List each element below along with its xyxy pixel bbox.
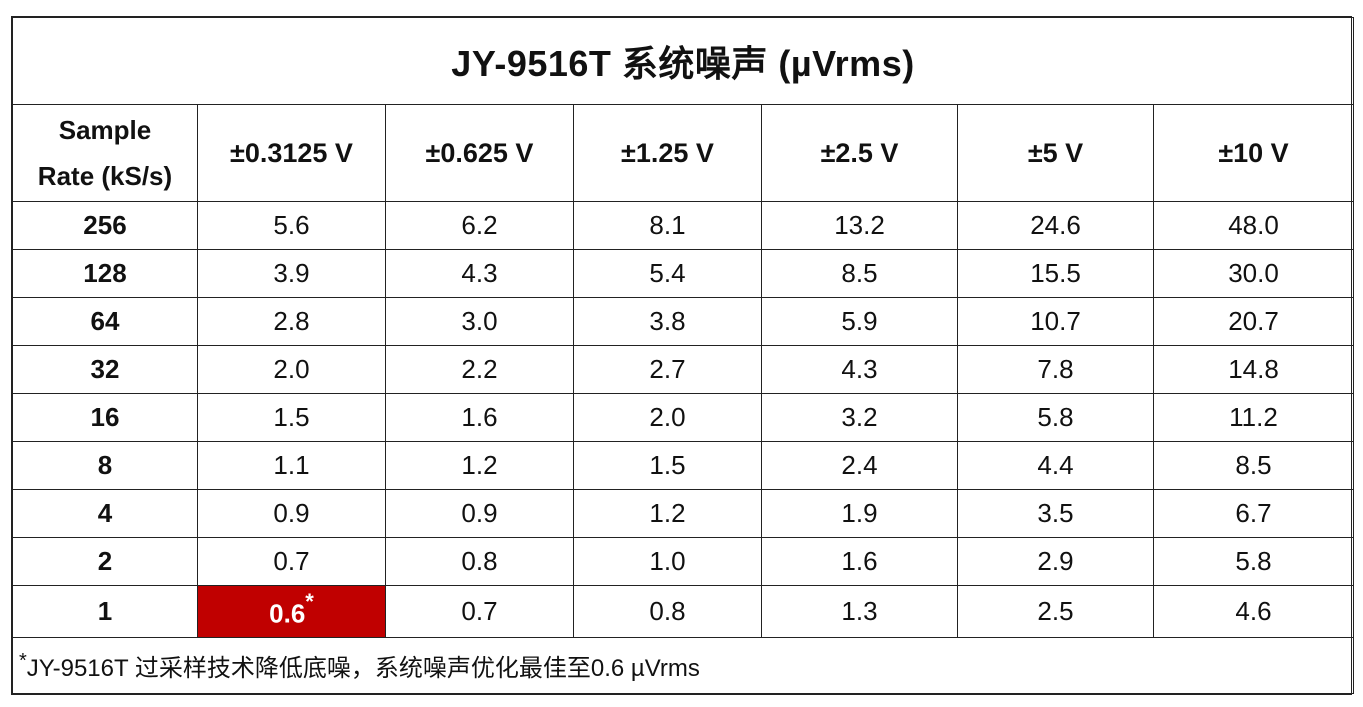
table-row: 64 2.8 3.0 3.8 5.9 10.7 20.7 (12, 297, 1354, 346)
noise-cell: 1.1 (197, 441, 386, 490)
noise-cell: 1.9 (761, 489, 958, 538)
noise-cell: 2.0 (573, 393, 762, 442)
noise-cell: 0.9 (197, 489, 386, 538)
noise-cell: 0.8 (385, 537, 574, 586)
noise-cell: 0.7 (385, 585, 574, 638)
table-row: 1 0.6* 0.7 0.8 1.3 2.5 4.6 (12, 585, 1354, 638)
footnote-text: JY-9516T 过采样技术降低底噪，系统噪声优化最佳至0.6 µVrms (26, 655, 700, 682)
noise-cell: 4.6 (1153, 585, 1354, 638)
sample-rate-cell: 128 (12, 249, 198, 298)
highlight-value: 0.6 (269, 598, 306, 629)
range-header: ±0.3125 V (197, 104, 386, 202)
sample-rate-cell: 64 (12, 297, 198, 346)
noise-cell: 1.5 (573, 441, 762, 490)
noise-cell: 2.0 (197, 345, 386, 394)
noise-cell: 3.8 (573, 297, 762, 346)
noise-cell: 2.5 (957, 585, 1154, 638)
noise-cell: 1.2 (573, 489, 762, 538)
table-row: 2 0.7 0.8 1.0 1.6 2.9 5.8 (12, 537, 1354, 586)
noise-table: JY-9516T 系统噪声 (µVrms) Sample Rate (kS/s)… (12, 17, 1354, 694)
table-row: 4 0.9 0.9 1.2 1.9 3.5 6.7 (12, 489, 1354, 538)
noise-cell: 6.7 (1153, 489, 1354, 538)
noise-table-container: JY-9516T 系统噪声 (µVrms) Sample Rate (kS/s)… (11, 16, 1354, 695)
sample-rate-cell: 16 (12, 393, 198, 442)
sample-rate-cell: 8 (12, 441, 198, 490)
noise-cell: 2.4 (761, 441, 958, 490)
noise-cell: 1.6 (385, 393, 574, 442)
header-row: Sample Rate (kS/s) ±0.3125 V ±0.625 V ±1… (12, 104, 1354, 202)
range-header: ±10 V (1153, 104, 1354, 202)
noise-cell: 4.3 (385, 249, 574, 298)
noise-cell: 14.8 (1153, 345, 1354, 394)
noise-cell: 20.7 (1153, 297, 1354, 346)
range-header: ±0.625 V (385, 104, 574, 202)
range-header: ±2.5 V (761, 104, 958, 202)
noise-cell: 15.5 (957, 249, 1154, 298)
noise-cell: 4.3 (761, 345, 958, 394)
noise-cell: 5.8 (957, 393, 1154, 442)
noise-cell: 0.9 (385, 489, 574, 538)
asterisk-marker: * (305, 589, 314, 615)
noise-cell: 11.2 (1153, 393, 1354, 442)
footnote-asterisk: * (19, 650, 27, 672)
noise-cell: 5.9 (761, 297, 958, 346)
noise-cell: 2.8 (197, 297, 386, 346)
noise-cell: 7.8 (957, 345, 1154, 394)
table-title: JY-9516T 系统噪声 (µVrms) (12, 17, 1354, 105)
noise-cell: 1.3 (761, 585, 958, 638)
noise-cell: 48.0 (1153, 201, 1354, 250)
noise-cell: 30.0 (1153, 249, 1354, 298)
table-row: 256 5.6 6.2 8.1 13.2 24.6 48.0 (12, 201, 1354, 250)
sample-rate-cell: 256 (12, 201, 198, 250)
noise-cell: 6.2 (385, 201, 574, 250)
sample-rate-cell: 32 (12, 345, 198, 394)
sample-rate-header-line1: Sample (58, 115, 152, 145)
noise-cell: 1.0 (573, 537, 762, 586)
noise-cell: 3.5 (957, 489, 1154, 538)
table-row: 32 2.0 2.2 2.7 4.3 7.8 14.8 (12, 345, 1354, 394)
sample-rate-cell: 4 (12, 489, 198, 538)
noise-cell: 5.8 (1153, 537, 1354, 586)
table-row: 128 3.9 4.3 5.4 8.5 15.5 30.0 (12, 249, 1354, 298)
noise-cell: 1.2 (385, 441, 574, 490)
noise-cell: 24.6 (957, 201, 1154, 250)
noise-cell: 8.5 (761, 249, 958, 298)
sample-rate-cell: 2 (12, 537, 198, 586)
noise-cell: 3.9 (197, 249, 386, 298)
range-header: ±1.25 V (573, 104, 762, 202)
noise-cell: 8.1 (573, 201, 762, 250)
noise-cell: 13.2 (761, 201, 958, 250)
noise-cell: 4.4 (957, 441, 1154, 490)
noise-cell: 3.0 (385, 297, 574, 346)
table-row: 8 1.1 1.2 1.5 2.4 4.4 8.5 (12, 441, 1354, 490)
noise-cell: 10.7 (957, 297, 1154, 346)
noise-cell: 0.7 (197, 537, 386, 586)
noise-cell: 2.2 (385, 345, 574, 394)
noise-cell: 8.5 (1153, 441, 1354, 490)
noise-cell: 5.6 (197, 201, 386, 250)
sample-rate-cell: 1 (12, 585, 198, 638)
noise-cell: 2.9 (957, 537, 1154, 586)
highlighted-best-noise-cell: 0.6* (197, 585, 386, 638)
footnote-row: *JY-9516T 过采样技术降低底噪，系统噪声优化最佳至0.6 µVrms (12, 637, 1354, 694)
noise-cell: 0.8 (573, 585, 762, 638)
noise-cell: 1.6 (761, 537, 958, 586)
noise-cell: 1.5 (197, 393, 386, 442)
footnote: *JY-9516T 过采样技术降低底噪，系统噪声优化最佳至0.6 µVrms (12, 637, 1354, 694)
sample-rate-header: Sample Rate (kS/s) (12, 104, 198, 202)
noise-cell: 2.7 (573, 345, 762, 394)
sample-rate-header-line2: Rate (kS/s) (37, 161, 173, 191)
table-row: 16 1.5 1.6 2.0 3.2 5.8 11.2 (12, 393, 1354, 442)
noise-cell: 3.2 (761, 393, 958, 442)
noise-cell: 5.4 (573, 249, 762, 298)
range-header: ±5 V (957, 104, 1154, 202)
